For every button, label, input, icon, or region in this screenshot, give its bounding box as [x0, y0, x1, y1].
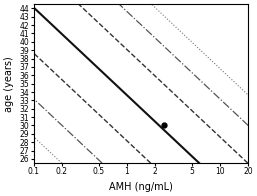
Y-axis label: age (years): age (years)	[4, 56, 14, 112]
X-axis label: AMH (ng/mL): AMH (ng/mL)	[109, 182, 173, 192]
